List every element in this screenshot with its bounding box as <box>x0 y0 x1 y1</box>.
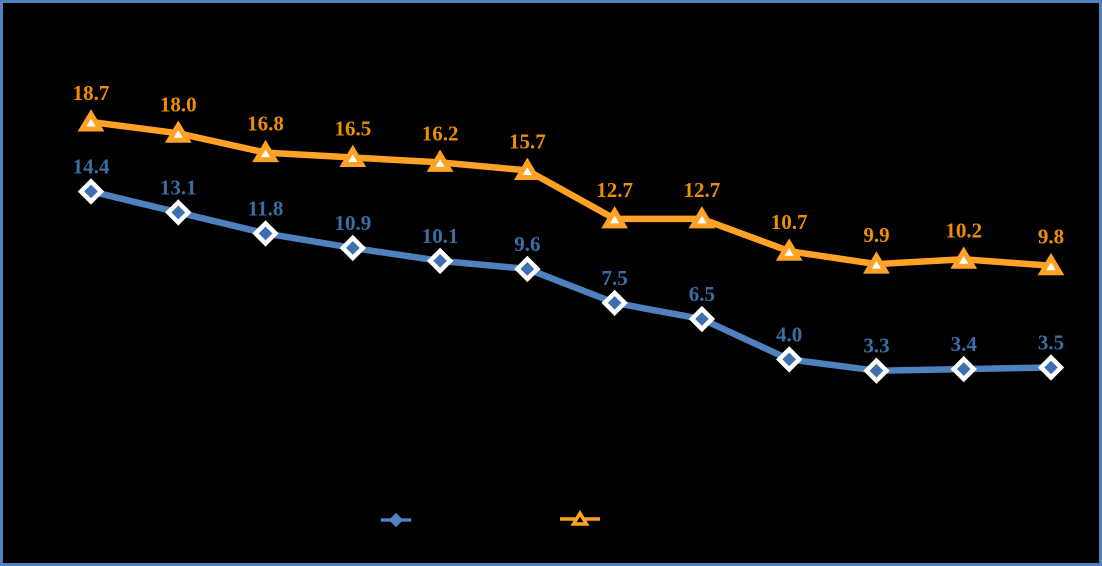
triangle-marker <box>863 251 890 274</box>
triangle-series-data-label: 16.2 <box>422 121 459 145</box>
diamond-series-data-label: 3.5 <box>1038 330 1064 354</box>
diamond-series-data-label: 7.5 <box>602 266 628 290</box>
diamond-marker <box>165 199 192 226</box>
legend-entry-diamond <box>381 512 411 528</box>
diamond-series-data-label: 11.8 <box>248 196 284 220</box>
diamond-marker <box>252 220 279 247</box>
legend-triangle-icon <box>570 509 590 526</box>
diamond-series-line <box>90 188 1052 374</box>
triangle-marker <box>688 206 716 229</box>
line-chart-canvas: 18.7 18.016.8 16.5 16.2 15.712.7 12.710.79.9 1… <box>73 81 1065 528</box>
legend <box>381 509 600 528</box>
diamond-marker <box>950 355 977 383</box>
diamond-series-data-label: 6.5 <box>689 282 715 306</box>
triangle-marker <box>775 238 803 261</box>
diamond-marker <box>426 247 454 275</box>
triangle-marker <box>1037 252 1065 276</box>
diamond-series-data-label: 10.9 <box>334 211 371 235</box>
diamond-series-data-label: 10.1 <box>422 224 459 248</box>
triangle-series-data-label: 18.0 <box>160 92 197 116</box>
triangle-marker <box>426 149 454 172</box>
triangle-series-data-label: 16.8 <box>247 112 284 136</box>
triangle-series-group: 18.7 18.0 16.8 16.5 16.2 15.7 12.7 12.7 10.7 9.9 1… <box>73 81 1065 276</box>
triangle-series-data-label: 18.7 <box>73 81 110 105</box>
legend-entry-triangle <box>560 509 600 526</box>
diamond-marker <box>688 305 716 333</box>
diamond-series-data-label: 3.4 <box>951 332 978 356</box>
legend-diamond-icon <box>388 512 404 528</box>
triangle-series-data-label: 10.2 <box>945 218 982 242</box>
triangle-series-data-label: 10.7 <box>771 210 808 234</box>
triangle-series-line <box>90 118 1052 269</box>
diamond-series-group: 14.4 13.1 11.8 10.9 10.1 9.6 7.5 6.5 4.0 3.3 3.4 3.… <box>73 154 1065 384</box>
diamond-marker <box>1037 354 1065 381</box>
diamond-series-data-label: 9.6 <box>514 232 540 256</box>
triangle-series-data-label: 12.7 <box>596 178 633 202</box>
triangle-series-data-label: 12.7 <box>684 178 721 202</box>
diamond-series-data-label: 13.1 <box>160 175 197 199</box>
triangle-series-data-label: 9.8 <box>1038 225 1064 249</box>
diamond-marker <box>77 178 105 205</box>
diamond-series-data-label: 14.4 <box>73 154 110 178</box>
triangle-series-data-label: 15.7 <box>509 129 546 153</box>
triangle-marker <box>601 206 629 229</box>
diamond-marker <box>601 289 628 317</box>
triangle-marker <box>77 109 105 132</box>
diamond-series-data-label: 4.0 <box>776 322 802 346</box>
triangle-marker <box>339 144 367 168</box>
diamond-marker <box>863 357 890 384</box>
diamond-series-data-label: 3.3 <box>863 334 889 358</box>
triangle-marker <box>513 157 541 180</box>
triangle-series-data-label: 9.9 <box>863 223 889 247</box>
triangle-series-data-label: 16.5 <box>334 117 371 141</box>
diamond-marker <box>339 234 367 262</box>
triangle-marker <box>950 246 978 269</box>
triangle-marker <box>252 139 279 163</box>
diamond-marker <box>514 255 541 283</box>
diamond-marker <box>775 346 803 373</box>
triangle-marker <box>164 120 192 143</box>
